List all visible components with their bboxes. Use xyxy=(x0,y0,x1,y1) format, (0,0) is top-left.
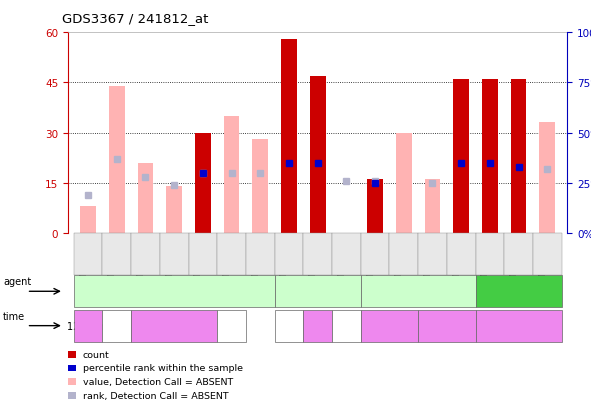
Text: value, Detection Call = ABSENT: value, Detection Call = ABSENT xyxy=(83,377,233,386)
Text: 24 hours: 24 hours xyxy=(152,321,196,331)
Bar xyxy=(424,180,440,233)
Bar xyxy=(367,180,383,233)
Text: 48
hours: 48 hours xyxy=(221,316,242,335)
Bar xyxy=(310,76,326,233)
Text: 24
hours: 24 hours xyxy=(307,316,329,335)
Bar xyxy=(396,133,412,233)
Bar xyxy=(109,86,125,233)
Text: none: none xyxy=(506,287,531,297)
Bar xyxy=(68,378,76,385)
Text: 12 hours: 12 hours xyxy=(368,321,411,331)
Bar xyxy=(482,80,498,233)
Text: percentile rank within the sample: percentile rank within the sample xyxy=(83,363,243,373)
Text: rank, Detection Call = ABSENT: rank, Detection Call = ABSENT xyxy=(83,391,228,400)
Bar xyxy=(138,163,153,233)
Text: count: count xyxy=(83,350,109,359)
Text: 24 hours: 24 hours xyxy=(426,321,468,331)
Bar xyxy=(281,40,297,233)
Text: siRNA against proteasome
subunits: siRNA against proteasome subunits xyxy=(353,281,483,302)
Text: GDS3367 / 241812_at: GDS3367 / 241812_at xyxy=(62,12,209,25)
Bar xyxy=(453,80,469,233)
Text: 48
hours: 48 hours xyxy=(336,316,357,335)
Bar xyxy=(252,140,268,233)
Text: 14
hours: 14 hours xyxy=(106,316,128,335)
Text: control: control xyxy=(502,321,535,331)
Bar xyxy=(68,351,76,358)
Bar xyxy=(195,133,211,233)
Bar xyxy=(68,365,76,371)
Text: agent: agent xyxy=(3,277,31,287)
Bar xyxy=(223,116,239,233)
Text: 12 hours: 12 hours xyxy=(67,321,109,331)
Text: time: time xyxy=(3,311,25,321)
Text: bortezomib: bortezomib xyxy=(290,287,345,297)
Bar xyxy=(511,80,527,233)
Text: 14
hours: 14 hours xyxy=(278,316,300,335)
Bar xyxy=(68,392,76,399)
Text: argyrin A: argyrin A xyxy=(152,287,196,297)
Bar xyxy=(80,206,96,233)
Bar xyxy=(540,123,555,233)
Bar xyxy=(166,187,182,233)
